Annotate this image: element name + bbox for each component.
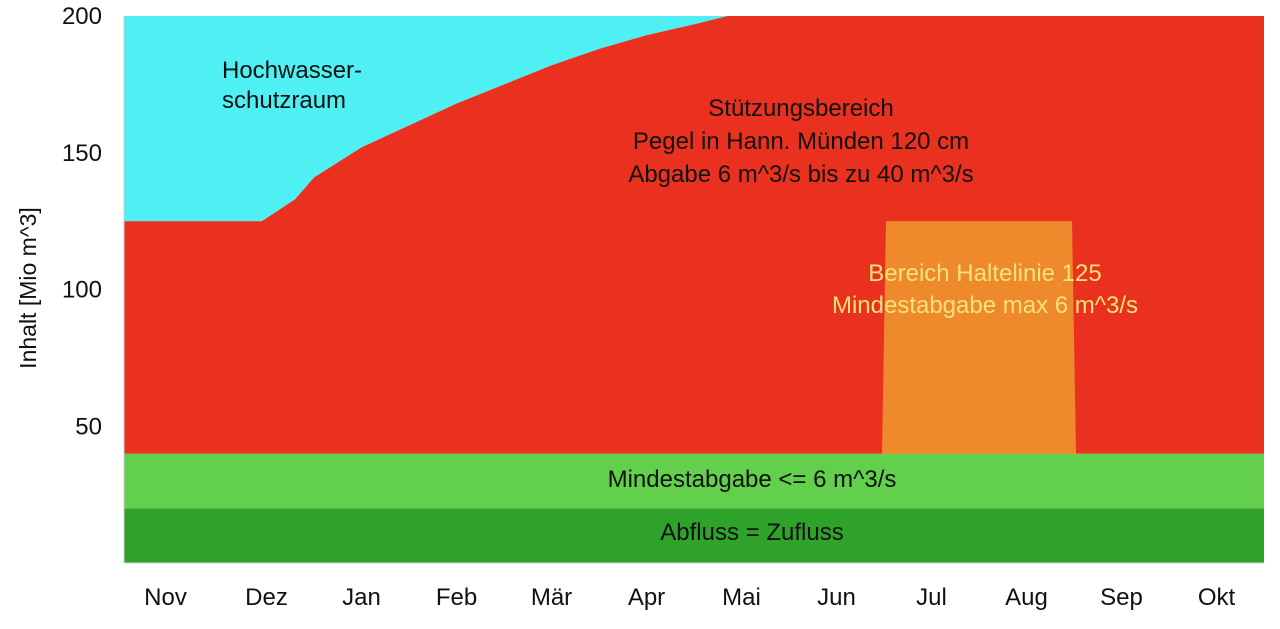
zone-hochwasserschutzraum: [124, 16, 1264, 222]
x-tick-label: Dez: [245, 584, 288, 611]
zone-label-line: Mindestabgabe max 6 m^3/s: [832, 292, 1138, 319]
y-tick-label: 50: [75, 413, 102, 440]
zone-abfluss-zufluss: [124, 508, 1264, 563]
zone-label-line: Pegel in Hann. Münden 120 cm: [633, 128, 969, 155]
x-tick-label: Jun: [817, 584, 856, 611]
x-tick-label: Jan: [342, 584, 381, 611]
y-tick-labels: 50 100 150 200: [62, 3, 102, 440]
x-tick-label: Sep: [1100, 584, 1143, 611]
zone-labels: Abfluss = Zufluss Mindestabgabe <= 6 m^3/…: [222, 57, 1138, 546]
x-tick-labels: Nov Dez Jan Feb Mär Apr Mai Jun Jul Aug Sep Okt: [144, 584, 1235, 611]
x-tick-label: Okt: [1198, 584, 1236, 611]
zone-label-abfluss-zufluss: Abfluss = Zufluss: [660, 519, 843, 546]
plot-area: [124, 16, 1264, 563]
y-tick-label: 200: [62, 3, 102, 30]
x-tick-label: Feb: [436, 584, 477, 611]
zone-label-line: Hochwasser-: [222, 57, 362, 84]
axes: [123, 16, 1264, 564]
x-tick-label: Apr: [628, 584, 665, 611]
x-tick-label: Nov: [144, 584, 187, 611]
zone-label-line: Bereich Haltelinie 125: [868, 260, 1101, 287]
y-axis-title: Inhalt [Mio m^3]: [15, 207, 41, 369]
zone-label-line: Abgabe 6 m^3/s bis zu 40 m^3/s: [628, 161, 973, 188]
zone-label-stützungsbereich: Stützungsbereich Pegel in Hann. Münden 12…: [628, 95, 973, 188]
x-tick-label: Aug: [1005, 584, 1048, 611]
zone-bereich-haltelinie-125: [882, 221, 1076, 454]
x-tick-label: Mai: [722, 584, 761, 611]
zone-mindestabgabe: [124, 453, 1264, 509]
zone-label-line: Abfluss = Zufluss: [660, 519, 843, 546]
zone-label-line: Stützungsbereich: [708, 95, 893, 122]
zone-label-hochwasserschutzraum: Hochwasser-schutzraum: [222, 57, 362, 114]
y-tick-label: 100: [62, 277, 102, 304]
x-tick-label: Mär: [531, 584, 572, 611]
zone-label-line: schutzraum: [222, 87, 346, 114]
zone-label-line: Mindestabgabe <= 6 m^3/s: [608, 466, 897, 493]
x-tick-label: Jul: [916, 584, 947, 611]
zone-label-bereich-haltelinie-125: Bereich Haltelinie 125 Mindestabgabe max …: [832, 260, 1138, 319]
zone-label-mindestabgabe: Mindestabgabe <= 6 m^3/s: [608, 466, 897, 493]
y-tick-label: 150: [62, 140, 102, 167]
